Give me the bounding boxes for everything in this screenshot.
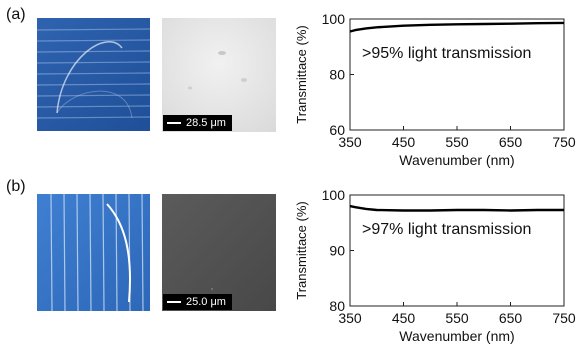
scale-bar-line-a (167, 122, 181, 125)
y-tick-label: 100 (322, 187, 346, 203)
transmission-annotation: >97% light transmission (362, 221, 531, 238)
scale-bar-a: 28.5 μm (163, 115, 232, 131)
scale-bar-line-b (167, 301, 181, 304)
film-photo-b (37, 194, 150, 311)
x-tick-label: 650 (499, 310, 523, 326)
scale-bar-b: 25.0 μm (163, 294, 232, 310)
x-tick-label: 350 (338, 310, 362, 326)
plot-frame (349, 194, 565, 307)
transmittance-chart-a: 60 80 100 350 450 550 650 750 Wavenumber (nm) Tra… (290, 4, 580, 172)
x-tick-label: 550 (445, 310, 469, 326)
x-tick-label: 650 (499, 134, 523, 150)
x-tick-label: 450 (392, 134, 416, 150)
x-axis-label: Wavenumber (nm) (399, 152, 514, 168)
y-tick-label: 90 (329, 243, 345, 259)
sem-image-b (162, 194, 276, 311)
transmittance-chart-b: 80 90 100 350 450 550 650 750 Wavenumber (nm) Tra… (290, 180, 580, 348)
sem-image-a (162, 18, 276, 132)
scale-bar-label-b: 25.0 μm (186, 296, 226, 308)
plot-frame (349, 18, 565, 131)
scale-bar-label-a: 28.5 μm (186, 117, 226, 129)
y-tick-label: 60 (329, 122, 345, 138)
y-tick-label: 100 (322, 11, 346, 27)
panel-label-b: (b) (6, 178, 26, 195)
x-tick-label: 450 (392, 310, 416, 326)
x-tick-label: 750 (552, 310, 576, 326)
x-tick-label: 350 (338, 134, 362, 150)
y-axis-label: Transmittace (%) (294, 201, 309, 299)
transmittance-line (349, 204, 564, 212)
y-axis-label: Transmittace (%) (294, 25, 309, 123)
film-photo-a (37, 18, 150, 131)
y-tick-label: 80 (329, 67, 345, 83)
panel-label-a: (a) (6, 6, 26, 23)
transmittance-line (349, 21, 565, 33)
x-axis-label: Wavenumber (nm) (399, 328, 514, 344)
x-tick-label: 550 (445, 134, 469, 150)
y-tick-label: 80 (329, 298, 345, 314)
x-tick-label: 750 (552, 134, 576, 150)
transmission-annotation: >95% light transmission (362, 45, 531, 62)
